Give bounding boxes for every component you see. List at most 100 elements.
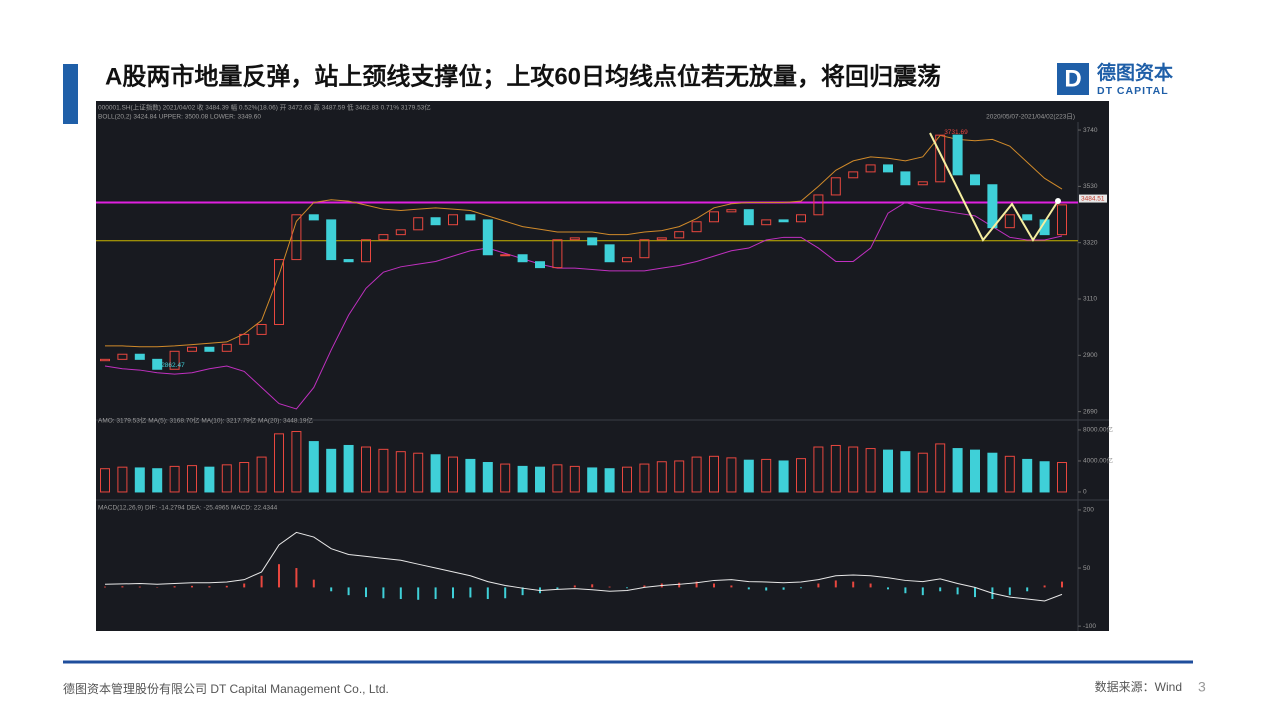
volume-bar	[552, 464, 563, 493]
candle	[917, 181, 928, 186]
volume-bar	[656, 461, 667, 493]
volume-bar	[569, 465, 580, 493]
volume-bar	[778, 460, 789, 493]
volume-bar	[500, 463, 511, 493]
footer-company: 德图资本管理股份有限公司 DT Capital Management Co., …	[63, 681, 389, 696]
macd-bar	[765, 587, 768, 591]
candle	[134, 353, 145, 360]
volume-bar	[935, 443, 946, 493]
macd-bar	[312, 579, 315, 588]
candle	[343, 259, 354, 263]
volume-bar	[639, 463, 650, 493]
macd-bar	[434, 587, 437, 600]
macd-bar	[417, 587, 420, 600]
annotation: 2862.47	[161, 362, 185, 369]
candle	[100, 358, 110, 362]
macd-bar	[887, 587, 889, 590]
macd-bar	[278, 564, 280, 588]
volume-bar	[221, 464, 232, 493]
y-tick-label: 4000.00亿	[1083, 456, 1113, 465]
volume-bar	[448, 456, 458, 493]
w-pattern	[929, 132, 1059, 242]
logo-letter: D	[1064, 65, 1081, 92]
y-tick-label: 50	[1083, 565, 1091, 572]
macd-bar	[260, 575, 263, 588]
macd-bar	[626, 587, 628, 589]
volume-bar	[917, 452, 928, 493]
boll-upper	[105, 134, 1063, 348]
candle	[987, 184, 998, 229]
macd-bar	[486, 587, 489, 600]
y-tick-label: 200	[1083, 507, 1094, 514]
candle	[117, 353, 128, 360]
volume-bar	[830, 444, 841, 493]
candle	[900, 171, 911, 186]
candle	[743, 209, 754, 226]
candle	[517, 254, 528, 263]
macd-bar	[1043, 585, 1046, 588]
macd-bar	[852, 581, 855, 588]
macd-bar	[138, 586, 141, 588]
page-number: 3	[1198, 679, 1206, 695]
candle	[430, 217, 441, 226]
volume-bar	[865, 448, 876, 493]
footer-source: 数据来源：Wind	[1095, 679, 1182, 694]
macd-bar	[956, 587, 959, 595]
volume-bar	[622, 466, 632, 493]
accent-bar	[63, 64, 78, 124]
volume-bar	[604, 468, 615, 493]
candle	[204, 346, 215, 352]
candle	[1022, 214, 1033, 221]
macd-bar	[104, 586, 106, 588]
volume-bar	[395, 451, 406, 493]
macd-bar	[800, 587, 802, 589]
candle	[952, 134, 963, 176]
candle	[465, 214, 476, 221]
candle	[1057, 204, 1067, 236]
candle	[587, 237, 598, 246]
macd-bar	[921, 587, 924, 596]
macd-bar	[974, 587, 976, 598]
volume-bar	[326, 448, 337, 493]
candle	[656, 237, 667, 241]
candle	[796, 214, 806, 223]
y-tick-label: 8000.00亿	[1083, 425, 1113, 434]
volume-bar	[535, 466, 545, 493]
candle	[221, 343, 232, 352]
y-tick-label: 3320	[1083, 239, 1098, 246]
volume-bar	[308, 441, 319, 493]
macd-bar	[608, 586, 611, 588]
candle	[274, 259, 284, 325]
macd-bar	[695, 581, 698, 588]
candle	[152, 358, 163, 370]
macd-bar	[1061, 581, 1063, 588]
volume-bar	[1022, 458, 1033, 493]
candle	[326, 219, 337, 261]
volume-bar	[343, 444, 354, 493]
candle	[622, 257, 632, 263]
logo-en: DT CAPITAL	[1097, 85, 1169, 97]
price-tag: 3484.51	[1081, 195, 1105, 202]
slide-title: A股两市地量反弹，站上颈线支撑位；上攻60日均线点位若无放量，将回归震荡	[105, 62, 941, 90]
candle	[413, 217, 424, 231]
macd-bar	[121, 586, 124, 588]
volume-bar	[361, 446, 371, 493]
macd-bar	[939, 587, 942, 592]
volume-bar	[256, 456, 267, 493]
macd-bar	[643, 585, 646, 588]
candle	[761, 219, 772, 226]
volume-bar	[900, 451, 911, 493]
volume-bar	[691, 456, 702, 493]
volume-bar	[1004, 455, 1015, 493]
volume-bar	[1057, 462, 1067, 493]
volume-info: AMO: 3179.53亿 MA(5): 3168.70亿 MA(10): 32…	[98, 416, 313, 425]
candle	[865, 164, 876, 173]
macd-bar	[730, 585, 733, 588]
macd-bar	[904, 587, 907, 594]
volume-bar	[761, 458, 772, 493]
chart-info: 000001.SH(上证指数) 2021/04/02 收 3484.39 幅 0…	[98, 103, 431, 112]
volume-bar	[291, 431, 302, 493]
macd-bar	[817, 583, 820, 588]
candle	[552, 239, 563, 269]
macd-bar	[208, 586, 211, 588]
